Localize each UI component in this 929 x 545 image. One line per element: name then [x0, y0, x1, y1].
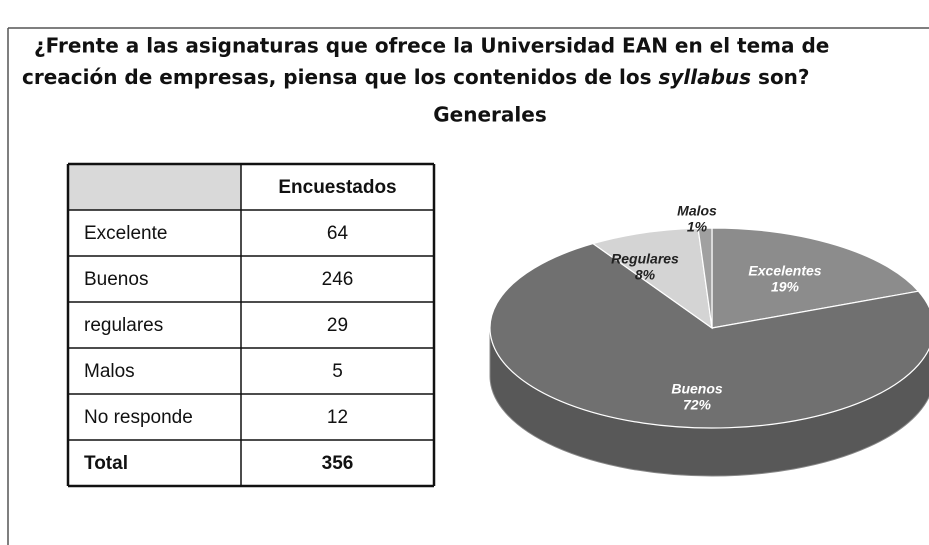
slice-label: Buenos: [671, 381, 723, 397]
title-part: creación de empresas, piensa que los con…: [22, 65, 658, 89]
slice-value: 8%: [635, 267, 656, 283]
header-bg: [68, 164, 241, 210]
table: Encuestados Excelente 64 Buenos 246 regulares…: [66, 162, 436, 488]
row-value: 5: [332, 361, 343, 382]
slice-label: Excelentes: [748, 263, 821, 279]
title-italic: syllabus: [658, 65, 751, 89]
pie-slice: [591, 227, 713, 330]
total-value: 356: [322, 453, 354, 474]
total-label: Total: [84, 453, 128, 474]
pie-slice: [711, 227, 920, 329]
title-line: ¿Frente a las asignaturas que ofrece la …: [34, 34, 829, 58]
pie-slice: [489, 242, 929, 429]
title-line: creación de empresas, piensa que los con…: [22, 65, 810, 89]
slice-value: 1%: [687, 219, 708, 235]
header-cell: Encuestados: [278, 177, 396, 198]
row-label: Malos: [84, 361, 135, 382]
row-value: 29: [327, 315, 348, 336]
slice-value: 19%: [771, 279, 800, 295]
row-label: regulares: [84, 315, 163, 336]
slice-label: Malos: [677, 203, 717, 219]
row-label: Excelente: [84, 223, 167, 244]
row-value: 12: [327, 407, 348, 428]
row-label: No responde: [84, 407, 193, 428]
row-value: 64: [327, 223, 349, 244]
title-part: son?: [751, 65, 809, 89]
pie-slice: [697, 227, 713, 329]
subtitle: Generales: [433, 103, 546, 127]
row-label: Buenos: [84, 269, 148, 290]
slice-value: 72%: [683, 397, 712, 413]
slice-label: Regulares: [611, 251, 679, 267]
row-value: 246: [322, 269, 354, 290]
